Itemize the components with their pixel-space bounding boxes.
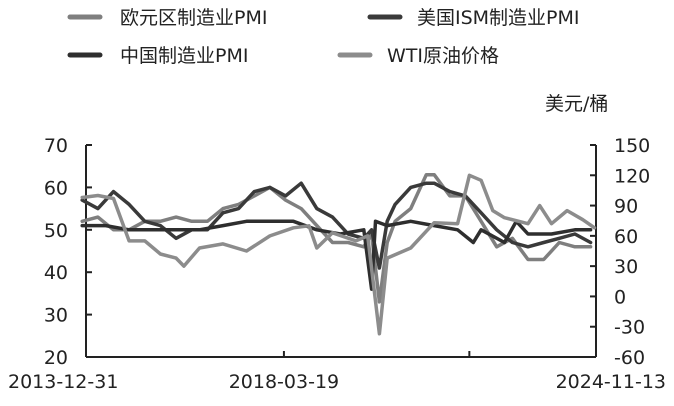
legend-label-us-ism-pmi: 美国ISM制造业PMI: [417, 7, 580, 29]
right-axis-unit: 美元/桶: [545, 93, 608, 115]
legend: 欧元区制造业PMI 美国ISM制造业PMI 中国制造业PMI WTI原油价格: [67, 7, 580, 67]
legend-label-eurozone-pmi: 欧元区制造业PMI: [120, 7, 267, 29]
series-line-3: [80, 173, 597, 336]
left-axis-ticks: 20 30 40 50 60 70: [44, 135, 92, 369]
legend-item-us-ism-pmi: 美国ISM制造业PMI: [367, 7, 580, 29]
series-line-0: [80, 172, 593, 304]
x-tick-label: 2024-11-13: [556, 371, 666, 393]
left-tick-label: 20: [44, 347, 68, 369]
x-tick-label: 2013-12-31: [8, 371, 118, 393]
right-tick-label: 150: [614, 135, 650, 157]
legend-label-china-pmi: 中国制造业PMI: [120, 45, 248, 67]
x-axis-ticks: 2013-12-31 2018-03-19 2024-11-13: [8, 351, 666, 393]
left-tick-label: 70: [44, 135, 68, 157]
right-tick-label: 90: [614, 196, 638, 218]
right-axis-ticks: -60 -30 0 30 60 90 120 150: [590, 135, 650, 369]
series-layer: [80, 172, 597, 336]
legend-label-wti-oil: WTI原油价格: [387, 45, 499, 67]
left-tick-label: 60: [44, 177, 68, 199]
left-tick-label: 30: [44, 305, 68, 327]
series-line-1: [80, 181, 593, 270]
series-line-2: [80, 219, 593, 291]
right-tick-label: 30: [614, 256, 638, 278]
x-tick-label: 2018-03-19: [229, 371, 339, 393]
legend-item-china-pmi: 中国制造业PMI: [67, 45, 248, 67]
left-tick-label: 50: [44, 220, 68, 242]
legend-item-wti-oil: WTI原油价格: [337, 45, 499, 67]
legend-item-eurozone-pmi: 欧元区制造业PMI: [67, 7, 267, 29]
left-tick-label: 40: [44, 262, 68, 284]
right-tick-label: 60: [614, 226, 638, 248]
right-tick-label: 0: [614, 286, 626, 308]
right-tick-label: 120: [614, 165, 650, 187]
right-tick-label: -30: [614, 317, 645, 339]
right-tick-label: -60: [614, 347, 645, 369]
